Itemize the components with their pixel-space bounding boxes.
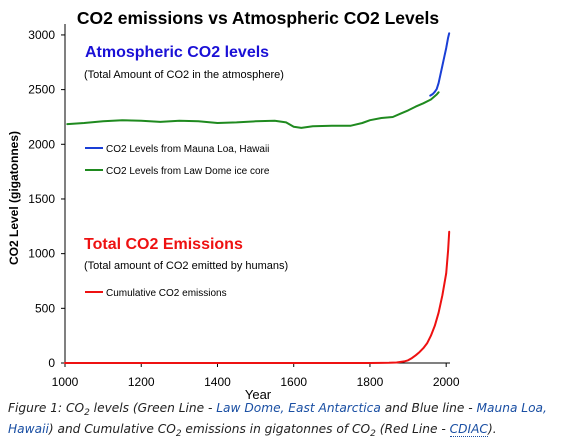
- atmospheric-heading: Atmospheric CO2 levels: [85, 44, 269, 61]
- x-tick-label: 1000: [52, 375, 79, 389]
- caption-text-1: Figure 1: CO: [8, 401, 85, 415]
- y-tick-label: 1500: [28, 192, 55, 206]
- legend-item-law-dome: CO2 Levels from Law Dome ice core: [85, 166, 270, 177]
- x-tick-label: 1600: [280, 375, 307, 389]
- law-dome-line: [66, 91, 440, 129]
- legend-label-law-dome: CO2 Levels from Law Dome ice core: [106, 166, 270, 177]
- y-tick-label: 1000: [28, 247, 55, 261]
- atmospheric-subheading: (Total Amount of CO2 in the atmosphere): [84, 69, 284, 81]
- x-tick-label: 2000: [433, 375, 460, 389]
- x-tick-label: 1400: [204, 375, 231, 389]
- x-axis-ticks: 1000 1200 1400 1600 1800 2000: [52, 363, 460, 389]
- legend-item-emissions: Cumulative CO2 emissions: [85, 288, 227, 299]
- x-tick-label: 1200: [128, 375, 155, 389]
- y-tick-label: 500: [35, 301, 55, 315]
- emissions-line: [64, 230, 451, 364]
- cdiac-link[interactable]: CDIAC: [449, 422, 488, 437]
- caption-subscript-3: 2: [370, 429, 376, 439]
- emissions-heading: Total CO2 Emissions: [84, 236, 243, 253]
- x-tick-label: 1800: [357, 375, 384, 389]
- y-tick-label: 0: [48, 356, 55, 370]
- law-dome-link[interactable]: Law Dome, East Antarctica: [216, 401, 381, 415]
- legend-item-mauna-loa: CO2 Levels from Mauna Loa, Hawaii: [85, 144, 269, 155]
- caption-subscript-1: 2: [84, 408, 90, 418]
- caption-subscript-2: 2: [175, 429, 182, 439]
- y-tick-label: 2000: [28, 137, 55, 151]
- legend-label-emissions: Cumulative CO2 emissions: [106, 288, 227, 299]
- caption-text-7: ).: [487, 422, 497, 436]
- chart-title: CO2 emissions vs Atmospheric CO2 Levels: [77, 8, 439, 28]
- plot-series: [64, 32, 451, 364]
- caption-text-4: ) and Cumulative CO: [48, 422, 176, 436]
- emissions-subheading: (Total amount of CO2 emitted by humans): [84, 260, 288, 272]
- y-tick-label: 2500: [28, 83, 55, 97]
- caption-text-3: and Blue line -: [380, 401, 477, 415]
- legend-label-mauna-loa: CO2 Levels from Mauna Loa, Hawaii: [106, 144, 269, 155]
- caption-text-6: (Red Line -: [375, 422, 450, 436]
- mauna-loa-link[interactable]: Mauna Loa, Hawaii: [8, 401, 547, 436]
- y-axis-ticks: 0 500 1000 1500 2000 2500 3000: [28, 28, 65, 370]
- x-axis-label: Year: [245, 387, 272, 400]
- chart: CO2 emissions vs Atmospheric CO2 Levels …: [7, 8, 460, 400]
- mauna-loa-line: [429, 32, 451, 97]
- y-axis-label: CO2 Level (gigatonnes): [7, 131, 21, 265]
- figure-caption: Figure 1: CO2 levels (Green Line - Law D…: [8, 400, 582, 442]
- caption-text-2: levels (Green Line -: [89, 401, 217, 415]
- caption-text-5: emissions in gigatonnes of CO: [181, 422, 371, 436]
- y-tick-label: 3000: [28, 28, 55, 42]
